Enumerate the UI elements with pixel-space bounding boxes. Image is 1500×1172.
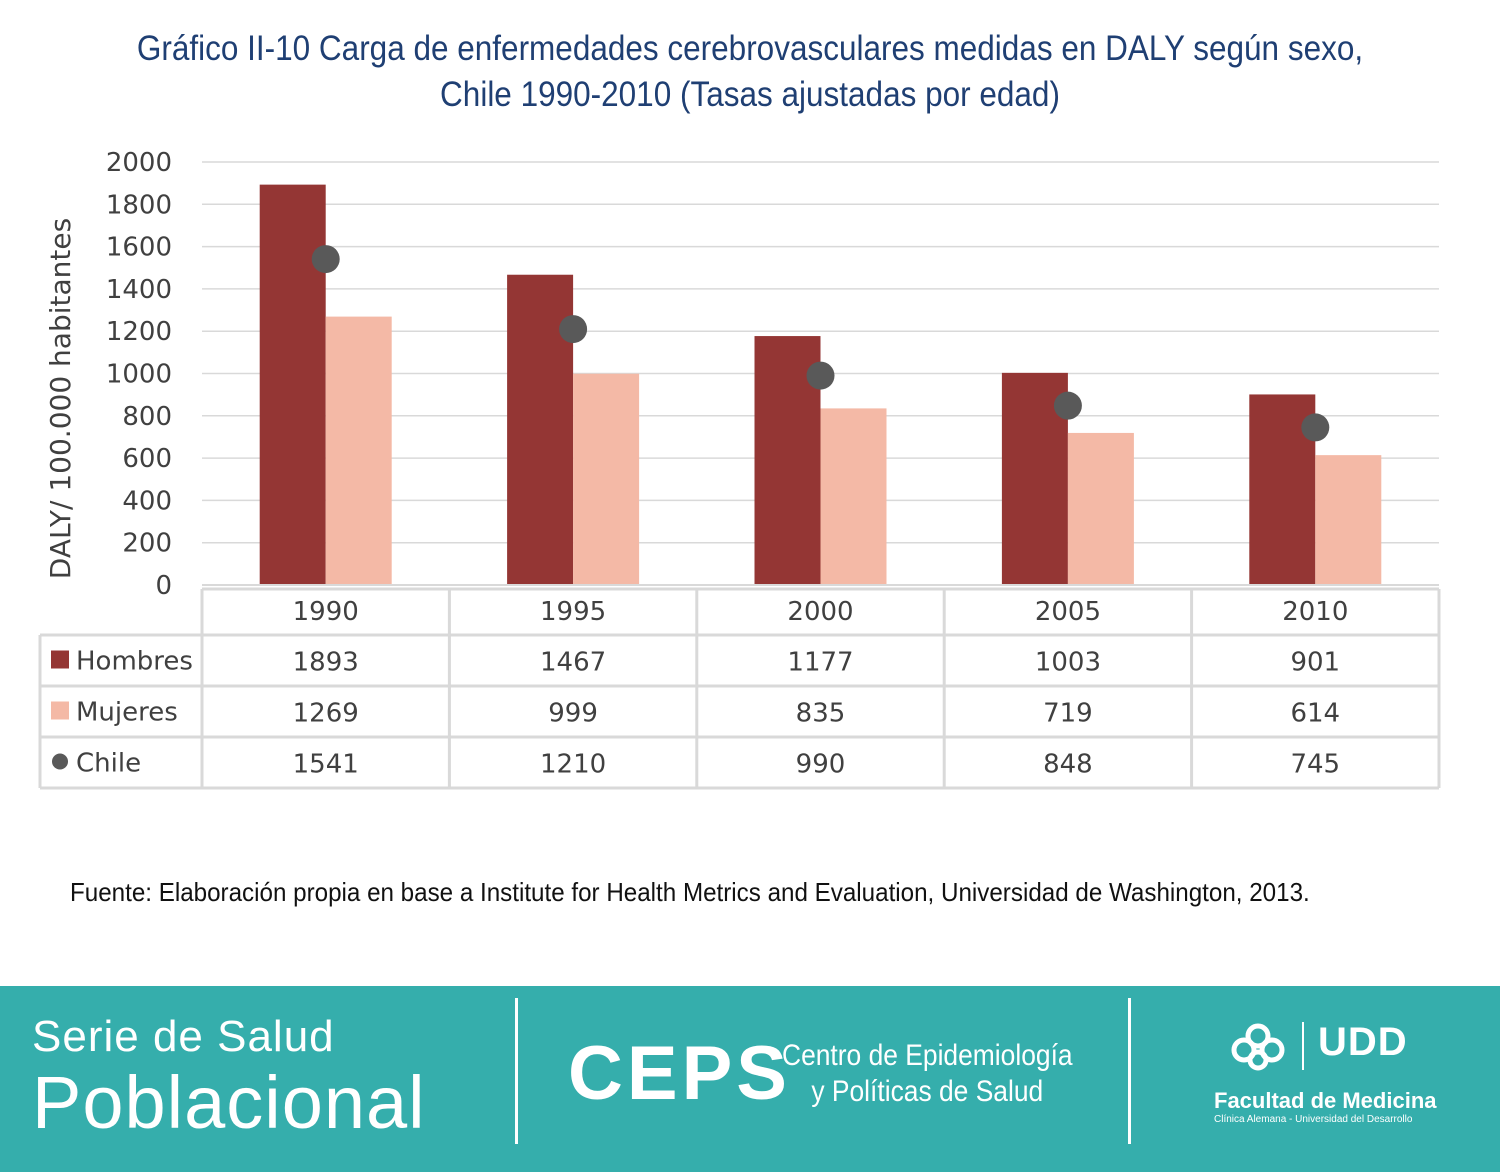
data-table-value: 990 bbox=[796, 750, 846, 780]
data-table-value: 848 bbox=[1043, 750, 1093, 780]
bar-hombres bbox=[259, 184, 326, 585]
data-table-value: 1177 bbox=[787, 648, 853, 678]
y-tick-label: 1200 bbox=[106, 317, 172, 347]
data-table-value: 1467 bbox=[540, 648, 606, 678]
legend-key-chile bbox=[52, 753, 68, 770]
chart: 0 200 400 600 800 1000 1200 1400 1600 1800 2000 DAL… bbox=[38, 148, 1441, 790]
faculty-subtitle: Clínica Alemana - Universidad del Desarr… bbox=[1214, 1114, 1413, 1125]
legend-label: Chile bbox=[76, 749, 141, 779]
x-tick-label: 1995 bbox=[540, 597, 606, 627]
bar-mujeres bbox=[1067, 432, 1134, 585]
chart-title-line1: Gráfico II-10 Carga de enfermedades cere… bbox=[136, 29, 1364, 68]
ceps-name-line2: y Políticas de Salud bbox=[811, 1075, 1044, 1108]
ceps-name-line1: Centro de Epidemiología bbox=[782, 1039, 1073, 1072]
data-table-value: 1003 bbox=[1035, 648, 1101, 678]
legend-key-mujeres bbox=[51, 701, 69, 720]
series-name-line2: Poblacional bbox=[32, 1061, 426, 1144]
legend-key-hombres bbox=[51, 650, 69, 669]
x-tick-label: 2000 bbox=[787, 597, 853, 627]
marker-chile bbox=[1301, 413, 1330, 442]
y-tick-label: 1400 bbox=[106, 275, 172, 305]
y-tick-label: 200 bbox=[122, 529, 172, 559]
udd-emblem-icon bbox=[1231, 1022, 1304, 1071]
marker-chile bbox=[1053, 391, 1082, 420]
x-tick-label: 1990 bbox=[293, 597, 359, 627]
x-tick-label: 2005 bbox=[1035, 597, 1101, 627]
y-tick-label: 1600 bbox=[106, 233, 172, 263]
data-table-value: 1269 bbox=[293, 699, 359, 729]
chart-title: Gráfico II-10 Carga de enfermedades cere… bbox=[75, 26, 1425, 118]
y-tick-label: 2000 bbox=[106, 148, 172, 178]
marker-chile bbox=[559, 315, 588, 344]
bar-mujeres bbox=[573, 373, 640, 585]
marker-chile bbox=[311, 245, 340, 274]
data-table-value: 745 bbox=[1290, 750, 1340, 780]
marker-chile bbox=[806, 361, 835, 390]
ceps-logo: CEPS bbox=[568, 1031, 791, 1116]
y-tick-label: 0 bbox=[155, 571, 172, 601]
ceps-name: Centro de Epidemiología y Políticas de S… bbox=[782, 1038, 1073, 1110]
y-tick-label: 1000 bbox=[106, 360, 172, 390]
data-table-value: 1893 bbox=[293, 648, 359, 678]
legend-label: Mujeres bbox=[76, 698, 178, 728]
legend-label: Hombres bbox=[76, 647, 193, 677]
footer-divider bbox=[1128, 998, 1131, 1144]
chart-title-line2: Chile 1990-2010 (Tasas ajustadas por eda… bbox=[440, 75, 1060, 114]
faculty-name: Facultad de Medicina bbox=[1214, 1088, 1437, 1113]
y-tick-label: 400 bbox=[122, 486, 172, 516]
footer-banner bbox=[0, 986, 1500, 1172]
data-table-value: 999 bbox=[548, 699, 598, 729]
bar-mujeres bbox=[325, 316, 392, 585]
series-name-line1: Serie de Salud bbox=[32, 1012, 335, 1061]
bar-mujeres bbox=[1315, 455, 1382, 585]
udd-logo: UDD bbox=[1318, 1020, 1408, 1064]
footer-divider bbox=[515, 998, 518, 1144]
y-axis-label: DALY/ 100.000 habitantes bbox=[44, 218, 77, 579]
data-table-value: 614 bbox=[1290, 699, 1340, 729]
y-tick-label: 1800 bbox=[106, 190, 172, 220]
y-tick-label: 800 bbox=[122, 402, 172, 432]
bar-mujeres bbox=[820, 408, 887, 585]
data-table-value: 719 bbox=[1043, 699, 1093, 729]
data-table-value: 835 bbox=[796, 699, 846, 729]
data-table-value: 901 bbox=[1290, 648, 1340, 678]
source-note: Fuente: Elaboración propia en base a Ins… bbox=[70, 877, 1310, 907]
x-tick-label: 2010 bbox=[1282, 597, 1348, 627]
y-tick-label: 600 bbox=[122, 444, 172, 474]
data-table-value: 1210 bbox=[540, 750, 606, 780]
data-table-value: 1541 bbox=[293, 750, 359, 780]
